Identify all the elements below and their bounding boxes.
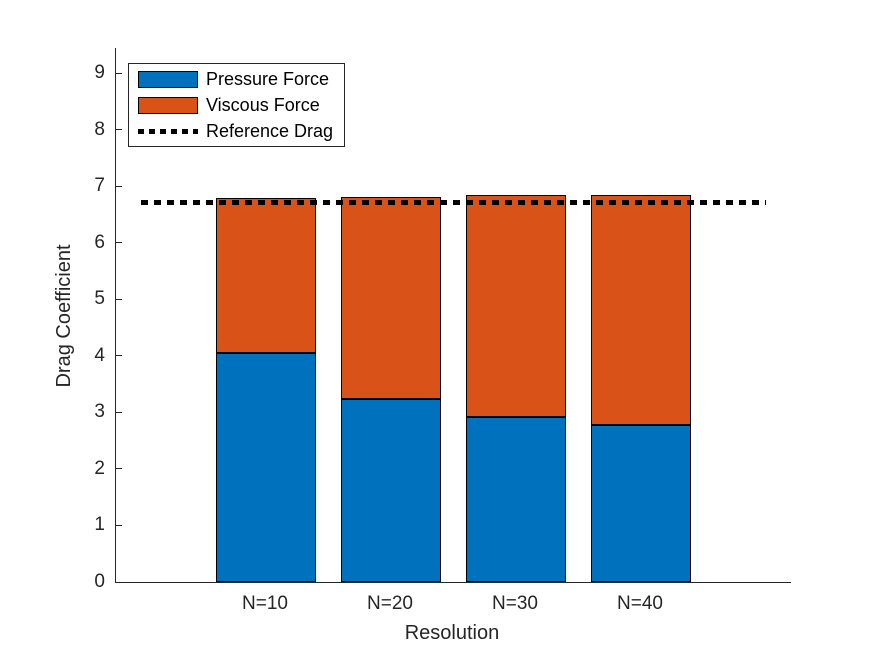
y-tick-mark-6: [116, 242, 122, 244]
x-tick-label-n20: N=20: [367, 593, 413, 614]
reference-drag-line: [141, 199, 766, 205]
bar-segment-pressure-n30: [466, 416, 566, 582]
legend-swatch-viscous-force: [138, 96, 198, 114]
plot-area: [115, 48, 791, 583]
legend-dotted-line-icon: [138, 128, 198, 134]
y-tick-label-1: 1: [94, 514, 105, 536]
bar-segment-pressure-n40: [591, 424, 691, 582]
y-tick-mark-9: [116, 72, 122, 74]
y-tick-label-8: 8: [94, 118, 105, 140]
y-axis-label: Drag Coefficient: [53, 244, 75, 388]
y-tick-label-3: 3: [94, 401, 105, 423]
y-tick-label-9: 9: [94, 62, 105, 84]
y-tick-mark-4: [116, 355, 122, 357]
bar-segment-viscous-n30: [466, 195, 566, 417]
y-tick-label-6: 6: [94, 231, 105, 253]
legend-label-pressure-force: Pressure Force: [206, 68, 330, 89]
bar-segment-viscous-n20: [341, 196, 441, 400]
y-tick-mark-8: [116, 129, 122, 131]
y-tick-label-0: 0: [94, 571, 105, 592]
bar-segment-viscous-n40: [591, 194, 691, 425]
y-tick-mark-5: [116, 298, 122, 300]
y-tick-mark-3: [116, 411, 122, 413]
bar-segment-pressure-n20: [341, 399, 441, 582]
x-tick-label-n10: N=10: [242, 593, 288, 614]
y-tick-mark-0: [116, 581, 122, 583]
legend: Pressure Force Viscous Force Reference Dra…: [128, 63, 345, 147]
legend-row-pressure-force: Pressure Force: [129, 66, 344, 92]
y-tick-label-5: 5: [94, 288, 105, 310]
legend-label-reference-drag: Reference Drag: [206, 120, 334, 141]
x-tick-label-n40: N=40: [617, 593, 663, 614]
legend-label-viscous-force: Viscous Force: [206, 94, 320, 115]
y-tick-mark-2: [116, 468, 122, 470]
y-tick-mark-1: [116, 524, 122, 526]
y-tick-label-7: 7: [94, 175, 105, 197]
legend-row-viscous-force: Viscous Force: [129, 92, 344, 118]
legend-row-reference-drag: Reference Drag: [129, 118, 344, 144]
y-tick-label-4: 4: [94, 344, 105, 366]
bar-segment-viscous-n10: [216, 198, 316, 354]
x-axis-label: Resolution: [404, 622, 500, 644]
y-tick-label-2: 2: [94, 457, 105, 479]
bar-segment-pressure-n10: [216, 353, 316, 582]
legend-swatch-pressure-force: [138, 70, 198, 88]
x-tick-label-n30: N=30: [492, 593, 538, 614]
y-tick-mark-7: [116, 185, 122, 187]
